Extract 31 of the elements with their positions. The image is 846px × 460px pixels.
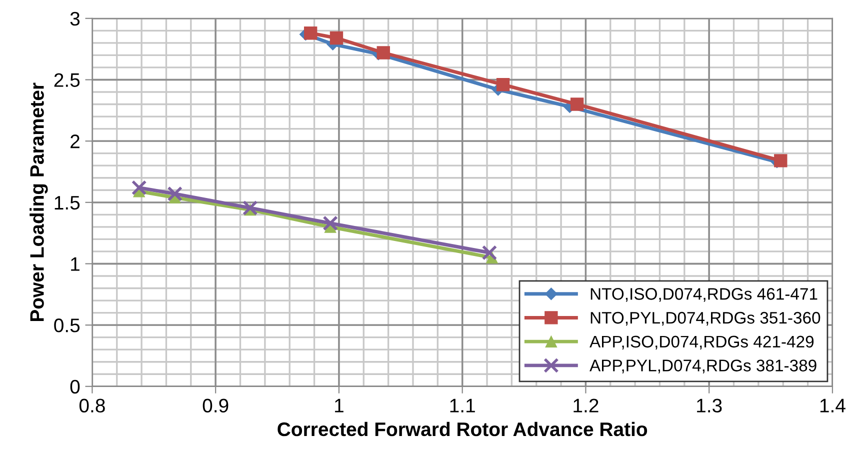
legend-label: APP,ISO,D074,RDGs 421-429: [590, 336, 814, 350]
point: [482, 245, 498, 260]
y-axis-title: Power Loading Parameter: [30, 82, 48, 322]
x-tick-label: 1: [335, 398, 344, 412]
x-tick-label: 1.2: [574, 398, 598, 412]
y-tick-label: 1.5: [54, 196, 80, 210]
point: [496, 78, 510, 92]
y-tick-label: 2.5: [54, 73, 80, 87]
x-axis-title: Corrected Forward Rotor Advance Ratio: [278, 422, 648, 436]
x-tick-label: 1.3: [697, 398, 722, 412]
y-tick-label: 2: [70, 134, 80, 148]
point: [376, 46, 390, 60]
x-tick-label: 0.9: [202, 398, 228, 412]
y-tick-label: 1: [71, 257, 80, 271]
x-tick-label: 1.4: [820, 398, 846, 412]
point: [167, 186, 183, 202]
y-tick-label: 0.5: [54, 318, 80, 332]
x-tick-label: 0.8: [79, 398, 105, 412]
point: [242, 200, 258, 216]
x-tick-label: 1.1: [450, 398, 475, 412]
legend-label: APP,PYL,D074,RDGs 381-389: [590, 360, 816, 374]
legend-label: NTO,ISO,D074,RDGs 461-471: [590, 288, 818, 302]
y-tick-label: 0: [70, 380, 80, 394]
point: [322, 216, 338, 231]
point: [774, 154, 788, 168]
point: [304, 26, 318, 40]
point: [570, 98, 584, 111]
y-tick-label: 3: [70, 12, 80, 26]
point: [131, 180, 147, 196]
legend-label: NTO,PYL,D074,RDGs 351-360: [590, 312, 820, 326]
point: [330, 31, 344, 45]
